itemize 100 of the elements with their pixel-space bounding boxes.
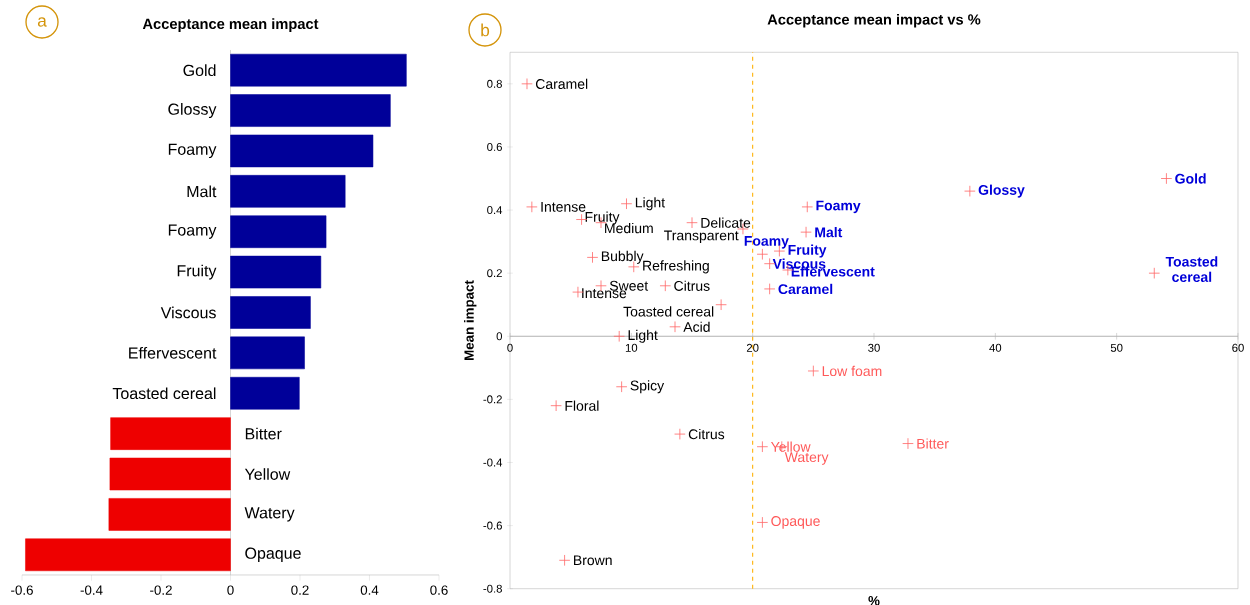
data-label: Toasted cereal [1165, 256, 1218, 282]
point [763, 283, 776, 295]
bar [230, 134, 374, 168]
point [659, 280, 672, 292]
point [1148, 267, 1161, 279]
bar [109, 457, 231, 491]
x-tick-label: 0.4 [360, 585, 379, 595]
y-tick-label: Gold [183, 64, 216, 77]
data-label: Low foam [822, 365, 882, 377]
x-tick-label: 30 [868, 343, 880, 352]
y-tick-label: Yellow [244, 468, 291, 480]
chart-title: Acceptance mean impact vs % [767, 13, 981, 28]
y-tick-label: Viscous [160, 306, 216, 319]
point [807, 365, 820, 377]
data-label: Brown [574, 555, 612, 566]
point [715, 298, 727, 311]
x-tick-label: 0.2 [291, 585, 309, 595]
y-tick-label: -0.6 [483, 521, 502, 530]
data-label: Caramel [778, 283, 833, 295]
point [756, 516, 769, 529]
bar [230, 175, 346, 208]
point [558, 554, 571, 567]
x-tick-label: -0.2 [150, 585, 172, 595]
point [669, 321, 681, 333]
x-tick-label: 50 [1110, 343, 1123, 352]
y-tick-label: Watery [244, 507, 295, 522]
y-tick-label: Foamy [168, 143, 217, 159]
data-label: Citrus [674, 280, 710, 291]
data-label: Refreshing [643, 260, 709, 274]
point [620, 198, 633, 210]
x-tick-label: 0.6 [430, 585, 448, 595]
y-tick-label: Toasted cereal [112, 387, 216, 400]
y-tick-label: Malt [187, 185, 217, 198]
data-label: Intense [541, 202, 586, 212]
y-tick-label: Foamy [168, 224, 217, 239]
bar [110, 417, 231, 450]
data-label: Citrus [688, 428, 725, 440]
chart-title: Acceptance mean impact [142, 18, 319, 32]
bar [230, 53, 407, 87]
y-axis-title: Mean impact [464, 280, 477, 360]
point [756, 440, 769, 453]
x-tick-label: 60 [1232, 343, 1244, 352]
point [674, 428, 686, 440]
data-label: Delicate [701, 217, 751, 228]
data-label: Foamy [816, 200, 861, 214]
x-tick-label: 20 [746, 343, 759, 352]
x-tick-label: 40 [989, 343, 1002, 352]
point [1160, 172, 1173, 185]
y-tick-label: -0.8 [483, 584, 502, 593]
data-label: Toasted cereal [623, 306, 714, 317]
data-label: Opaque [771, 516, 820, 529]
data-label: Light [635, 197, 665, 211]
point [526, 201, 538, 213]
data-label: Bitter [917, 438, 949, 449]
bar [230, 376, 300, 410]
y-tick-label: -0.4 [483, 458, 503, 467]
bar [230, 336, 305, 370]
data-label: Malt [815, 227, 843, 238]
x-tick-label: -0.6 [11, 585, 33, 595]
y-tick-label: Effervescent [129, 347, 217, 359]
data-label: Medium [605, 222, 653, 234]
y-tick-label: 0.4 [487, 206, 503, 215]
data-label: Spicy [630, 380, 665, 394]
y-tick-label: -0.2 [483, 395, 502, 404]
data-label: Fruity [788, 244, 827, 258]
data-label: Transparent [664, 230, 739, 244]
point [613, 330, 625, 342]
point [686, 216, 698, 229]
point [801, 201, 813, 213]
text: a [37, 17, 47, 27]
bar [108, 498, 231, 531]
data-label: Light [628, 329, 658, 343]
y-tick-label: 0.8 [487, 79, 502, 88]
point [586, 251, 599, 264]
text: b [481, 23, 490, 37]
point [800, 226, 812, 238]
point [615, 381, 628, 393]
x-tick-label: 0 [507, 343, 513, 352]
point [521, 78, 533, 90]
point [550, 399, 562, 412]
bar [230, 215, 327, 248]
point [756, 248, 769, 260]
bar [230, 296, 311, 329]
bar [230, 94, 391, 127]
x-tick-label: 10 [625, 343, 638, 352]
data-label: Foamy [744, 236, 789, 249]
y-tick-label: Bitter [245, 427, 282, 440]
data-label: Gold [1175, 173, 1206, 184]
data-label: Caramel [535, 78, 588, 89]
data-label: Acid [683, 321, 710, 332]
data-label: Floral [565, 400, 599, 411]
y-tick-label: Opaque [245, 547, 301, 563]
data-label: Glossy [978, 184, 1025, 198]
y-tick-label: Glossy [168, 103, 217, 119]
point [964, 185, 976, 197]
point [902, 437, 914, 450]
y-tick-label: 0.6 [487, 142, 502, 151]
data-label: Bubbly [601, 250, 644, 264]
bar [25, 538, 231, 572]
data-label: Yellow [770, 441, 811, 452]
